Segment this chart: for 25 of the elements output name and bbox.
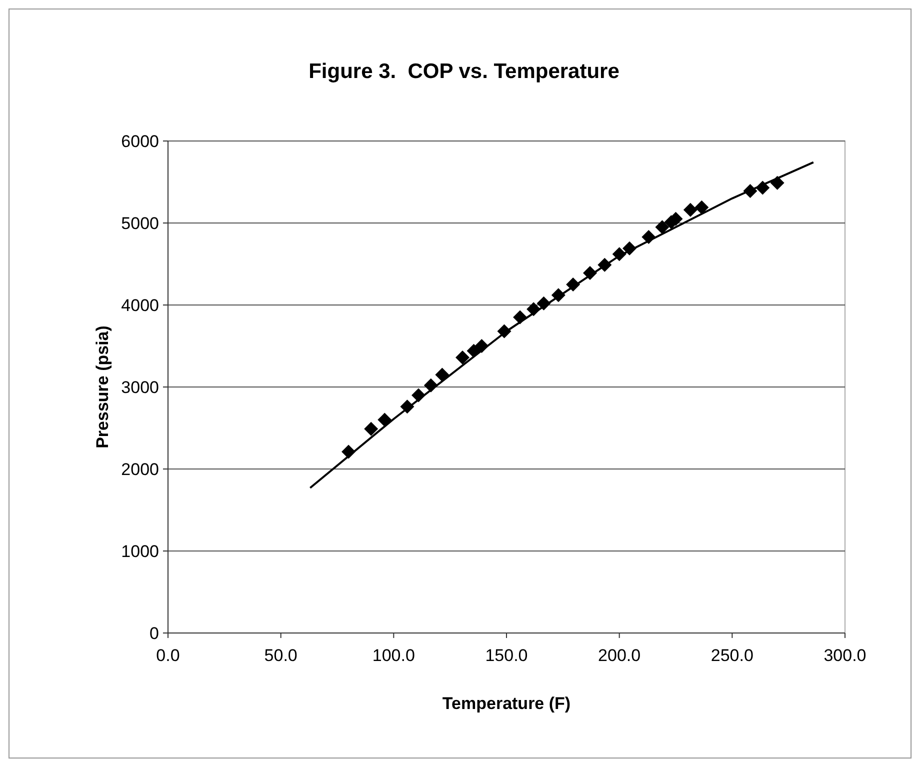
y-tick-label: 4000 <box>121 296 159 315</box>
point <box>455 350 470 364</box>
point <box>655 220 670 234</box>
y-tick-label: 5000 <box>121 214 159 233</box>
y-tick-label: 6000 <box>121 132 159 151</box>
x-tick-label: 50.0 <box>264 646 298 665</box>
x-tick-label: 150.0 <box>485 646 528 665</box>
x-tick-label: 250.0 <box>710 646 754 665</box>
point <box>435 368 450 382</box>
y-tick-label: 0 <box>150 624 159 643</box>
y-tick-label: 3000 <box>121 378 159 397</box>
chart-title: Figure 3. COP vs. Temperature <box>308 60 620 83</box>
x-tick-label: 300.0 <box>824 646 866 665</box>
y-axis-title: Pressure (psia) <box>93 326 112 448</box>
x-tick-label: 100.0 <box>372 646 415 665</box>
y-tick-label: 1000 <box>121 542 159 561</box>
x-tick-label: 0.0 <box>156 646 180 665</box>
line-series <box>309 161 814 489</box>
point <box>683 202 698 217</box>
x-axis-title: Temperature (F) <box>442 694 571 713</box>
point <box>364 422 378 436</box>
x-tick-label: 200.0 <box>598 646 641 665</box>
point <box>378 412 392 427</box>
y-tick-label: 2000 <box>121 460 159 479</box>
point <box>694 200 709 214</box>
